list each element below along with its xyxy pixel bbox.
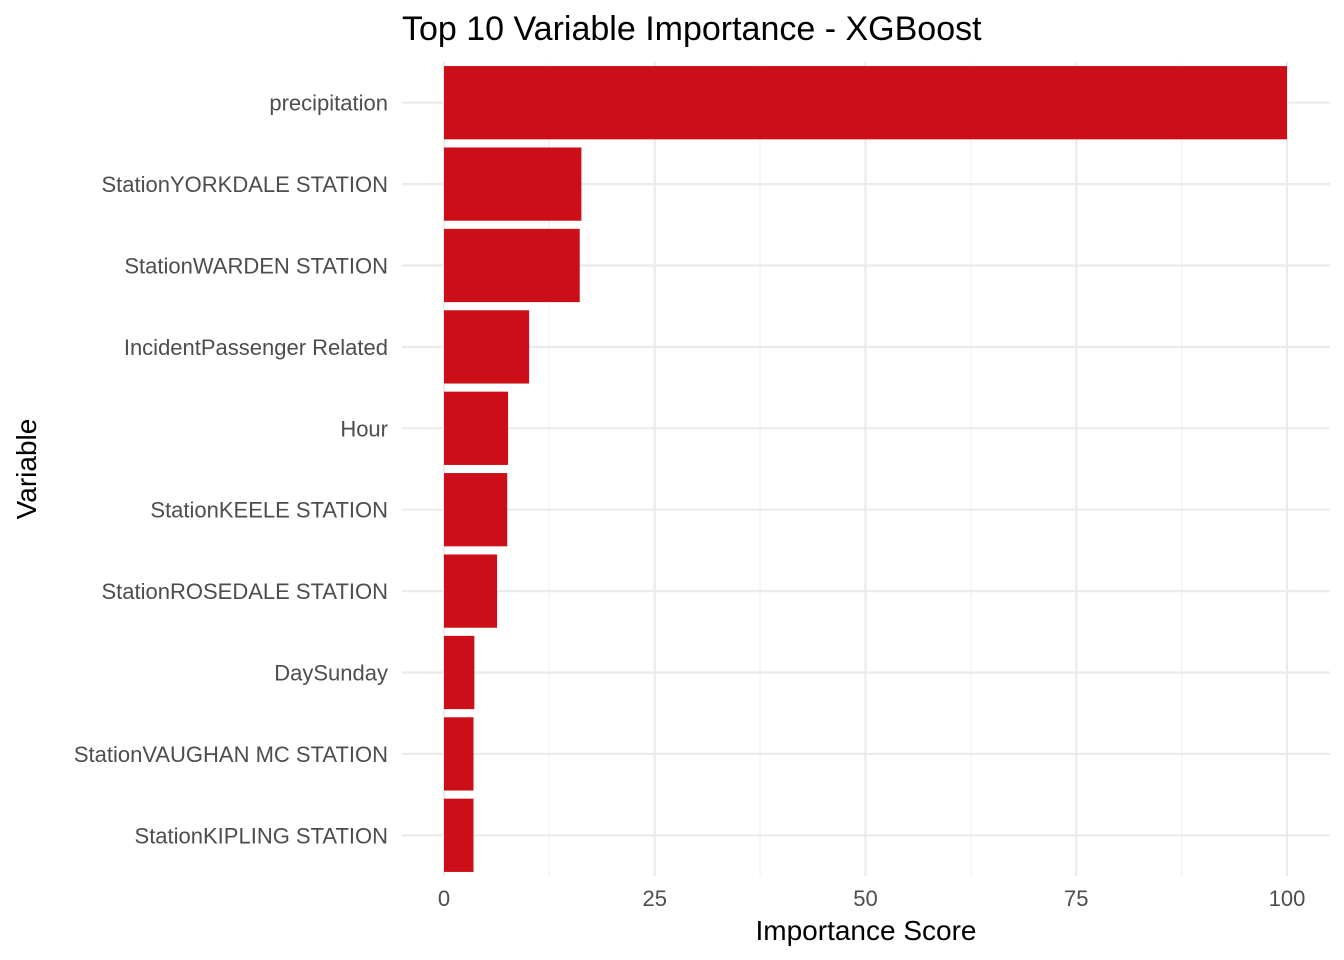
y-tick-label: StationWARDEN STATION xyxy=(124,254,388,279)
y-tick-label: StationVAUGHAN MC STATION xyxy=(74,742,388,767)
x-tick-label: 0 xyxy=(438,886,450,911)
y-tick-label: IncidentPassenger Related xyxy=(124,335,388,360)
chart-title: Top 10 Variable Importance - XGBoost xyxy=(402,10,982,48)
bar xyxy=(444,310,530,384)
x-axis-title: Importance Score xyxy=(756,915,977,946)
y-tick-label: StationKEELE STATION xyxy=(150,498,388,523)
x-tick-labels: 0 25 50 75 100 xyxy=(438,886,1305,911)
x-tick-label: 100 xyxy=(1269,886,1306,911)
y-tick-label: StationYORKDALE STATION xyxy=(102,172,389,197)
bar-layer xyxy=(444,66,1287,872)
bar xyxy=(444,717,474,791)
bar xyxy=(444,391,509,465)
y-tick-label: precipitation xyxy=(269,91,388,116)
bar xyxy=(444,635,475,710)
bar xyxy=(444,147,582,221)
y-tick-label: StationKIPLING STATION xyxy=(135,823,388,848)
y-tick-labels: precipitation StationYORKDALE STATION Stat… xyxy=(74,91,388,849)
y-tick-label: Hour xyxy=(340,416,388,441)
bar xyxy=(444,798,474,872)
bar xyxy=(444,473,508,547)
bar xyxy=(444,554,498,628)
y-tick-label: StationROSEDALE STATION xyxy=(102,579,389,604)
x-tick-label: 50 xyxy=(853,886,877,911)
y-tick-label: DaySunday xyxy=(274,661,388,686)
x-tick-label: 75 xyxy=(1064,886,1088,911)
x-tick-label: 25 xyxy=(643,886,667,911)
bar xyxy=(444,66,1287,140)
y-axis-title: Variable xyxy=(11,419,42,520)
bar xyxy=(444,228,580,303)
